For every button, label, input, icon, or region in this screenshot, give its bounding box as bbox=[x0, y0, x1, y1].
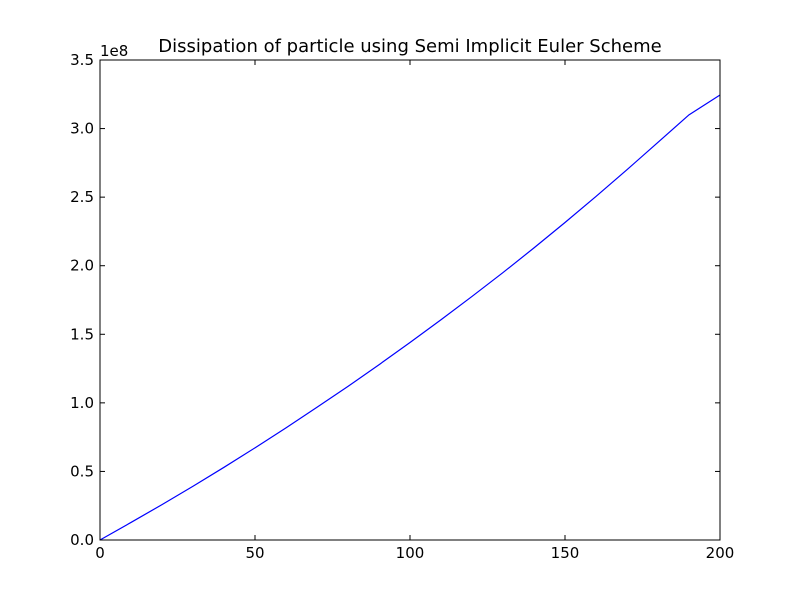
y-tick-label-0: 0.0 bbox=[70, 531, 94, 549]
y-tick-label-6: 3.0 bbox=[70, 120, 94, 138]
tick-labels: 0 50 100 150 200 0.0 0.5 1.0 1.5 2.0 2.5 3.0 3.5 bbox=[70, 51, 734, 562]
x-tick-label-4: 200 bbox=[706, 544, 735, 562]
y-tick-label-5: 2.5 bbox=[70, 188, 94, 206]
plot-area bbox=[99, 94, 721, 541]
y-tick-label-7: 3.5 bbox=[70, 51, 94, 69]
x-tick-label-2: 100 bbox=[396, 544, 425, 562]
y-tick-label-3: 1.5 bbox=[70, 325, 94, 343]
x-tick-label-1: 50 bbox=[245, 544, 264, 562]
y-tick-label-1: 0.5 bbox=[70, 462, 94, 480]
y-axis-offset-label: 1e8 bbox=[100, 42, 128, 60]
y-tick-label-4: 2.0 bbox=[70, 257, 94, 275]
chart-title: Dissipation of particle using Semi Impli… bbox=[158, 36, 661, 57]
axes-frame bbox=[99, 59, 721, 541]
x-tick-label-0: 0 bbox=[95, 544, 105, 562]
x-tick-label-3: 150 bbox=[551, 544, 580, 562]
y-tick-label-2: 1.0 bbox=[70, 394, 94, 412]
series-line-0 bbox=[99, 94, 721, 541]
